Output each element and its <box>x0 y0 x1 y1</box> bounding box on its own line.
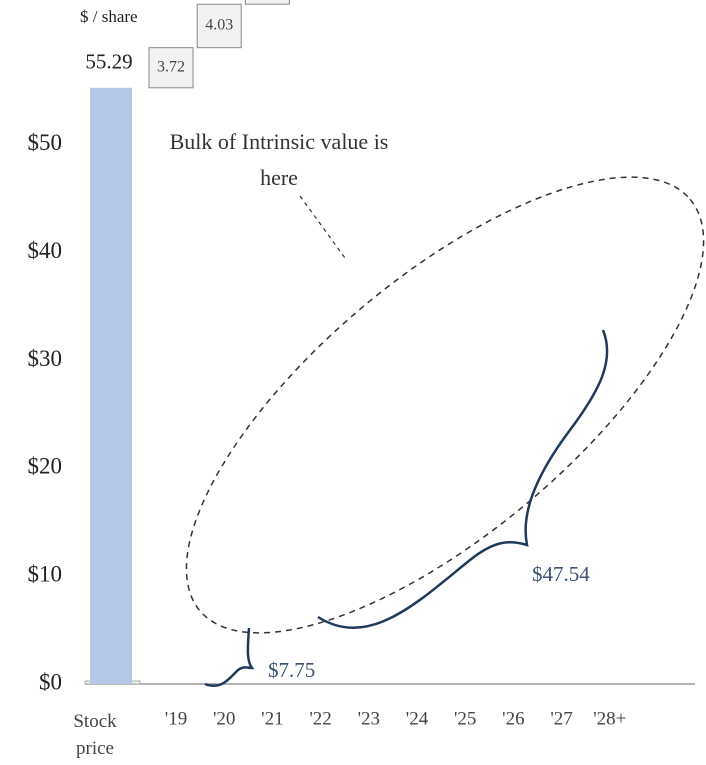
x-tick-label: Stock price <box>73 711 117 759</box>
y-tick-label: $20 <box>28 454 63 479</box>
x-tick-label: '22 <box>309 708 331 729</box>
x-tick-label: '23 <box>358 708 380 729</box>
x-tick-label: '20 <box>213 708 235 729</box>
step-bar <box>244 0 290 5</box>
y-tick-label: $0 <box>39 669 62 694</box>
y-axis-label: $ / share <box>80 7 138 26</box>
x-tick-label: '27 <box>550 708 572 729</box>
step-bar <box>148 47 194 89</box>
total-bar <box>90 87 132 685</box>
value-label: 4.03 <box>205 17 233 34</box>
brace-label: $7.75 <box>268 658 315 682</box>
value-label: 55.29 <box>85 50 132 74</box>
y-tick-label: $40 <box>28 238 63 263</box>
brace-label: $47.54 <box>532 562 590 586</box>
x-tick-label: '24 <box>406 708 429 729</box>
x-tick-label: '26 <box>502 708 524 729</box>
leader-line <box>299 195 346 259</box>
x-tick-label: '21 <box>261 708 283 729</box>
highlight-ellipse <box>185 176 705 634</box>
annotation: Bulk of Intrinsic value is here <box>169 129 389 190</box>
step-bar <box>196 3 242 49</box>
brace-large <box>317 329 609 629</box>
y-tick-label: $30 <box>28 346 63 371</box>
brace-small <box>204 627 255 688</box>
x-tick-label: '19 <box>165 708 187 729</box>
x-tick-label: '28+ <box>593 708 626 729</box>
x-tick-label: '25 <box>454 708 476 729</box>
value-label: 3.72 <box>157 58 185 75</box>
y-tick-label: $50 <box>28 130 63 155</box>
y-tick-label: $10 <box>28 561 63 586</box>
